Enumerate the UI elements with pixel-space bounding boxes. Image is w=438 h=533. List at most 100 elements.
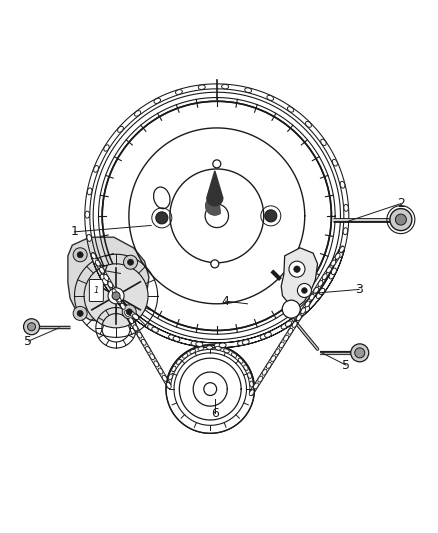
Ellipse shape [300,310,306,315]
Text: 4: 4 [222,295,230,308]
Ellipse shape [150,354,155,360]
Circle shape [77,310,83,317]
Circle shape [351,344,369,362]
Ellipse shape [183,353,188,358]
Circle shape [122,305,136,319]
Ellipse shape [331,260,336,266]
Ellipse shape [198,347,204,350]
Ellipse shape [190,349,195,353]
Ellipse shape [87,188,92,195]
Ellipse shape [173,336,180,341]
Ellipse shape [134,111,141,116]
Ellipse shape [152,327,158,332]
Ellipse shape [321,139,326,146]
Ellipse shape [319,288,325,295]
Text: 5: 5 [342,359,350,372]
Ellipse shape [172,366,176,372]
Ellipse shape [244,365,248,370]
Circle shape [390,208,412,231]
Ellipse shape [340,181,345,188]
Ellipse shape [339,246,344,253]
Text: 7: 7 [101,264,109,277]
Ellipse shape [177,359,181,365]
Ellipse shape [237,341,244,345]
Circle shape [294,266,300,272]
Circle shape [297,284,311,297]
Ellipse shape [158,368,163,374]
Ellipse shape [166,383,171,389]
Ellipse shape [250,390,254,395]
Ellipse shape [129,311,135,317]
Ellipse shape [154,187,170,209]
Ellipse shape [301,308,306,314]
Ellipse shape [242,340,249,344]
Ellipse shape [222,84,229,89]
Ellipse shape [176,90,182,94]
Ellipse shape [297,314,301,320]
Circle shape [213,160,221,168]
Ellipse shape [95,260,100,266]
Ellipse shape [104,145,109,151]
Ellipse shape [284,335,289,341]
Circle shape [211,260,219,268]
Ellipse shape [167,383,170,389]
Ellipse shape [335,253,340,259]
Circle shape [124,255,138,269]
Ellipse shape [262,369,267,375]
Ellipse shape [93,257,98,264]
Ellipse shape [306,122,311,127]
Circle shape [265,210,277,222]
Ellipse shape [154,361,159,367]
Circle shape [126,309,132,315]
Circle shape [302,288,307,293]
Circle shape [170,169,264,263]
Circle shape [77,252,83,258]
Text: 2: 2 [397,197,405,210]
Text: 5: 5 [25,335,32,348]
Polygon shape [206,181,220,215]
Ellipse shape [85,211,89,218]
Ellipse shape [196,342,203,346]
Ellipse shape [275,349,280,355]
Ellipse shape [148,325,154,330]
Text: 1: 1 [71,225,78,238]
Ellipse shape [245,88,251,93]
Ellipse shape [137,332,142,338]
Ellipse shape [304,306,310,312]
Ellipse shape [329,272,334,279]
Ellipse shape [258,376,263,382]
Circle shape [73,248,87,262]
Ellipse shape [292,321,297,327]
Ellipse shape [339,246,344,252]
Circle shape [28,322,35,331]
Ellipse shape [318,280,323,286]
Circle shape [204,383,217,395]
Ellipse shape [91,253,96,259]
Ellipse shape [344,204,348,212]
Text: 3: 3 [355,283,363,296]
Ellipse shape [314,287,318,293]
Ellipse shape [215,346,221,350]
Ellipse shape [162,375,167,381]
Ellipse shape [91,253,96,259]
Ellipse shape [219,343,226,348]
Circle shape [205,204,229,228]
Polygon shape [207,171,223,206]
Circle shape [24,319,39,335]
Ellipse shape [266,362,271,368]
Ellipse shape [191,341,198,346]
Ellipse shape [113,294,119,300]
Ellipse shape [338,251,343,257]
Ellipse shape [206,346,212,349]
Ellipse shape [247,373,251,378]
Ellipse shape [316,292,322,298]
Ellipse shape [87,235,92,241]
Circle shape [166,345,254,433]
Ellipse shape [271,356,276,361]
Polygon shape [281,248,318,306]
Ellipse shape [238,358,243,363]
Ellipse shape [129,318,134,324]
Ellipse shape [322,274,327,280]
Ellipse shape [267,95,274,100]
Ellipse shape [154,98,161,103]
